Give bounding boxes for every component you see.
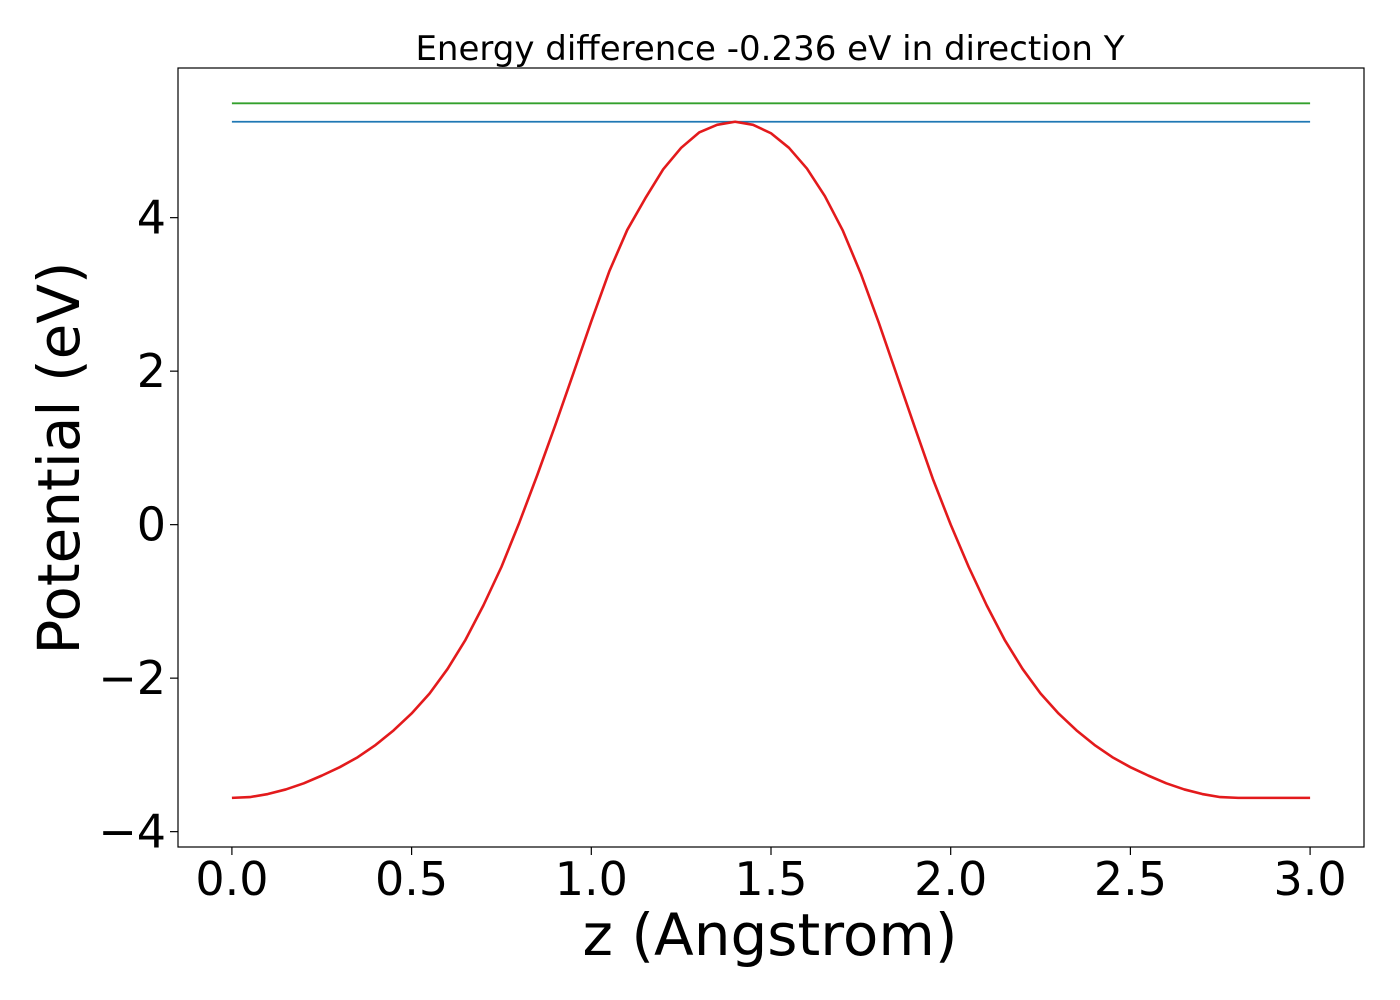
y-tick-label: −4 xyxy=(98,805,166,859)
y-tick-label: −2 xyxy=(98,651,166,705)
x-tick-label: 1.0 xyxy=(555,852,628,906)
chart-title: Energy difference -0.236 eV in direction… xyxy=(415,29,1124,69)
x-axis: 0.0 0.5 1.0 1.5 2.0 2.5 3.0 xyxy=(195,847,1347,906)
x-axis-label: z (Angstrom) xyxy=(583,901,958,969)
y-tick-label: 2 xyxy=(137,344,166,398)
plot-frame xyxy=(177,67,1365,848)
y-axis: −4 −2 0 2 4 xyxy=(98,191,178,859)
x-tick-label: 1.5 xyxy=(734,852,807,906)
x-tick-label: 2.5 xyxy=(1094,852,1167,906)
x-tick-label: 0.5 xyxy=(375,852,448,906)
x-tick-label: 0.0 xyxy=(195,852,268,906)
x-tick-label: 3.0 xyxy=(1274,852,1347,906)
x-tick-label: 2.0 xyxy=(914,852,987,906)
series-layer xyxy=(231,102,1311,800)
y-tick-label: 0 xyxy=(137,498,166,552)
series-line-potential xyxy=(231,120,1311,800)
y-axis-label: Potential (eV) xyxy=(25,261,93,654)
y-tick-label: 4 xyxy=(137,191,166,245)
